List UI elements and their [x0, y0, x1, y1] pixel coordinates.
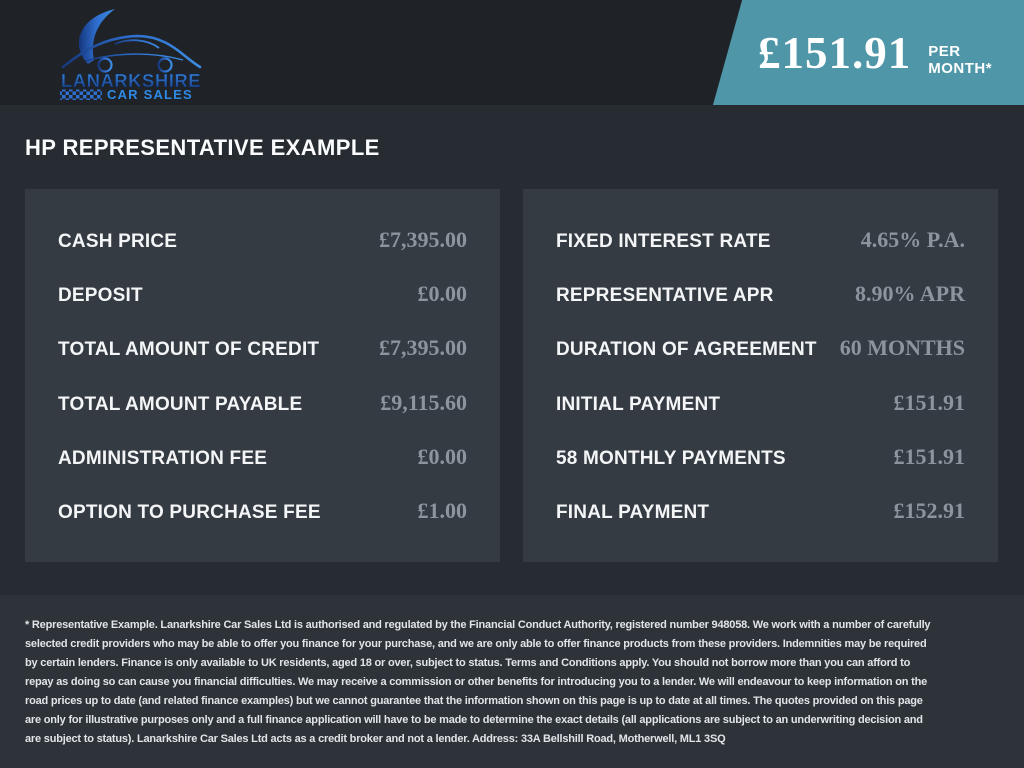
- page-title: HP REPRESENTATIVE EXAMPLE: [25, 135, 380, 160]
- finance-row-monthly-payments: 58 MONTHLY PAYMENTS £151.91: [556, 444, 965, 470]
- finance-row-total-payable: TOTAL AMOUNT PAYABLE £9,115.60: [58, 390, 467, 416]
- row-label: TOTAL AMOUNT PAYABLE: [58, 393, 303, 415]
- row-label: FINAL PAYMENT: [556, 501, 710, 523]
- row-value: £7,395.00: [379, 335, 467, 361]
- finance-row-representative-apr: REPRESENTATIVE APR 8.90% APR: [556, 281, 965, 307]
- row-value: £151.91: [893, 443, 966, 469]
- row-value: £0.00: [417, 443, 468, 469]
- site-header: LANARKSHIRE CAR SALES £151.91 PER MONTH*: [0, 0, 1024, 105]
- row-label: REPRESENTATIVE APR: [556, 285, 774, 307]
- row-label: 58 MONTHLY PAYMENTS: [556, 447, 786, 469]
- checkered-flag-icon: [60, 89, 102, 100]
- monthly-price-amount: £151.91: [758, 27, 912, 78]
- row-label: OPTION TO PURCHASE FEE: [58, 501, 321, 523]
- row-label: CASH PRICE: [58, 231, 178, 253]
- finance-row-total-credit: TOTAL AMOUNT OF CREDIT £7,395.00: [58, 335, 467, 361]
- finance-row-fixed-interest-rate: FIXED INTEREST RATE 4.65% P.A.: [556, 227, 965, 253]
- car-silhouette-icon: [61, 9, 202, 73]
- dealer-logo[interactable]: LANARKSHIRE CAR SALES: [55, 4, 207, 101]
- monthly-price-period: PER MONTH*: [928, 42, 993, 77]
- row-value: £152.91: [893, 497, 966, 523]
- finance-panels: CASH PRICE £7,395.00 DEPOSIT £0.00 TOTAL…: [25, 189, 998, 562]
- row-value: £9,115.60: [380, 389, 467, 415]
- row-value: 8.90% APR: [855, 281, 965, 307]
- disclaimer-section: * Representative Example. Lanarkshire Ca…: [0, 595, 1024, 768]
- finance-row-option-to-purchase-fee: OPTION TO PURCHASE FEE £1.00: [58, 498, 467, 524]
- row-label: DEPOSIT: [58, 285, 143, 307]
- logo-wordmark: LANARKSHIRE: [61, 70, 201, 91]
- row-label: DURATION OF AGREEMENT: [556, 339, 817, 361]
- finance-row-duration: DURATION OF AGREEMENT 60 MONTHS: [556, 335, 965, 361]
- finance-row-final-payment: FINAL PAYMENT £152.91: [556, 498, 965, 524]
- row-value: £0.00: [417, 281, 468, 307]
- logo-subtitle: CAR SALES: [107, 87, 193, 101]
- main-content: HP REPRESENTATIVE EXAMPLE CASH PRICE £7,…: [0, 105, 1024, 595]
- finance-panel-right: FIXED INTEREST RATE 4.65% P.A. REPRESENT…: [523, 189, 998, 562]
- row-label: TOTAL AMOUNT OF CREDIT: [58, 339, 320, 361]
- row-value: £151.91: [893, 389, 966, 415]
- disclaimer-text: * Representative Example. Lanarkshire Ca…: [25, 619, 931, 745]
- row-label: ADMINISTRATION FEE: [58, 447, 268, 469]
- row-value: 4.65% P.A.: [860, 227, 965, 253]
- row-value: £7,395.00: [379, 227, 467, 253]
- monthly-price-banner: £151.91 PER MONTH*: [712, 0, 1024, 105]
- row-value: £1.00: [417, 497, 468, 523]
- finance-panel-left: CASH PRICE £7,395.00 DEPOSIT £0.00 TOTAL…: [25, 189, 500, 562]
- row-label: INITIAL PAYMENT: [556, 393, 721, 415]
- finance-row-cash-price: CASH PRICE £7,395.00: [58, 227, 467, 253]
- row-label: FIXED INTEREST RATE: [556, 231, 771, 253]
- row-value: 60 MONTHS: [839, 335, 965, 361]
- finance-row-admin-fee: ADMINISTRATION FEE £0.00: [58, 444, 467, 470]
- finance-row-initial-payment: INITIAL PAYMENT £151.91: [556, 390, 965, 416]
- finance-row-deposit: DEPOSIT £0.00: [58, 281, 467, 307]
